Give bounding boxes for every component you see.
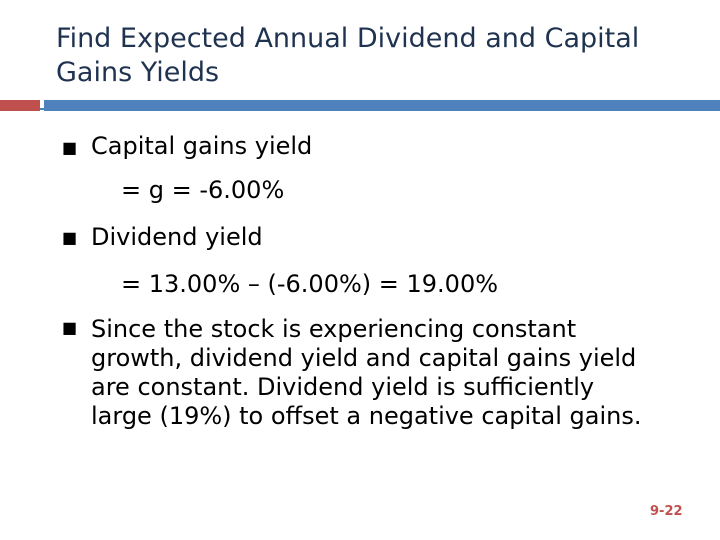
title-rule-connector — [40, 108, 44, 110]
title-rule — [44, 100, 720, 111]
page-number: 9-22 — [650, 504, 683, 519]
slide-title-line-2: Gains Yields — [56, 57, 220, 88]
explanation-line-2: growth, dividend yield and capital gains… — [91, 344, 637, 372]
explanation-line-1: Since the stock is experiencing constant — [91, 315, 577, 343]
bullet-capital-gains-detail: = g = -6.00% — [121, 176, 285, 204]
slide-title-line-1: Find Expected Annual Dividend and Capita… — [56, 23, 640, 54]
title-rule-accent — [0, 100, 40, 111]
bullet-dividend-yield-detail: = 13.00% – (-6.00%) = 19.00% — [121, 270, 499, 298]
square-bullet-icon: ■ — [62, 228, 78, 247]
square-bullet-icon: ■ — [62, 138, 78, 157]
bullet-capital-gains-label: Capital gains yield — [91, 132, 313, 160]
slide-title: Find Expected Annual Dividend and Capita… — [56, 22, 696, 90]
bullet-dividend-yield-label: Dividend yield — [91, 223, 263, 251]
explanation-line-3: are constant. Dividend yield is sufficie… — [91, 373, 595, 401]
bullet-explanation: Since the stock is experiencing constant… — [91, 315, 703, 431]
square-bullet-icon: ■ — [62, 318, 78, 337]
explanation-line-4: large (19%) to offset a negative capital… — [91, 402, 642, 430]
